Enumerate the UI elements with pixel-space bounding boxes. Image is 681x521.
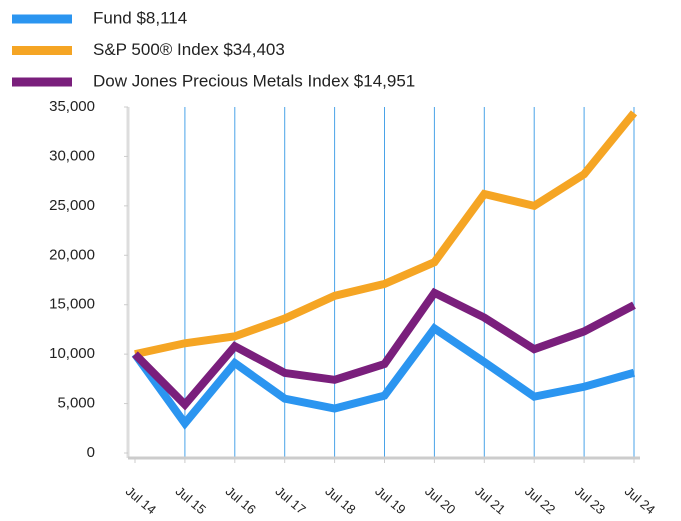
x-tick-label: Jul 23 bbox=[572, 483, 608, 517]
y-tick-label: 25,000 bbox=[49, 197, 95, 214]
legend-label: Dow Jones Precious Metals Index $14,951 bbox=[93, 71, 415, 90]
x-tick-label: Jul 16 bbox=[223, 483, 259, 517]
series-line bbox=[131, 322, 636, 430]
y-tick-label: 15,000 bbox=[49, 296, 95, 313]
x-tick-label: Jul 19 bbox=[372, 483, 408, 517]
y-tick-label: 35,000 bbox=[49, 98, 95, 115]
legend-label: S&P 500® Index $34,403 bbox=[93, 40, 285, 59]
x-tick-label: Jul 14 bbox=[123, 483, 159, 517]
x-tick-label: Jul 22 bbox=[522, 483, 558, 517]
x-tick-label: Jul 15 bbox=[173, 483, 209, 517]
x-tick-label: Jul 17 bbox=[273, 483, 309, 517]
legend-label: Fund $8,114 bbox=[93, 8, 187, 27]
x-tick-label: Jul 20 bbox=[422, 483, 458, 517]
y-tick-label: 20,000 bbox=[49, 246, 95, 263]
y-tick-label: 10,000 bbox=[49, 345, 95, 362]
y-tick-label: 5,000 bbox=[57, 395, 95, 412]
y-tick-label: 30,000 bbox=[49, 147, 95, 164]
x-tick-label: Jul 18 bbox=[322, 483, 358, 517]
x-tick-label: Jul 24 bbox=[622, 483, 658, 517]
x-tick-label: Jul 21 bbox=[472, 483, 508, 517]
series-line bbox=[134, 110, 638, 359]
y-tick-label: 0 bbox=[87, 444, 95, 461]
series-line bbox=[132, 287, 636, 411]
